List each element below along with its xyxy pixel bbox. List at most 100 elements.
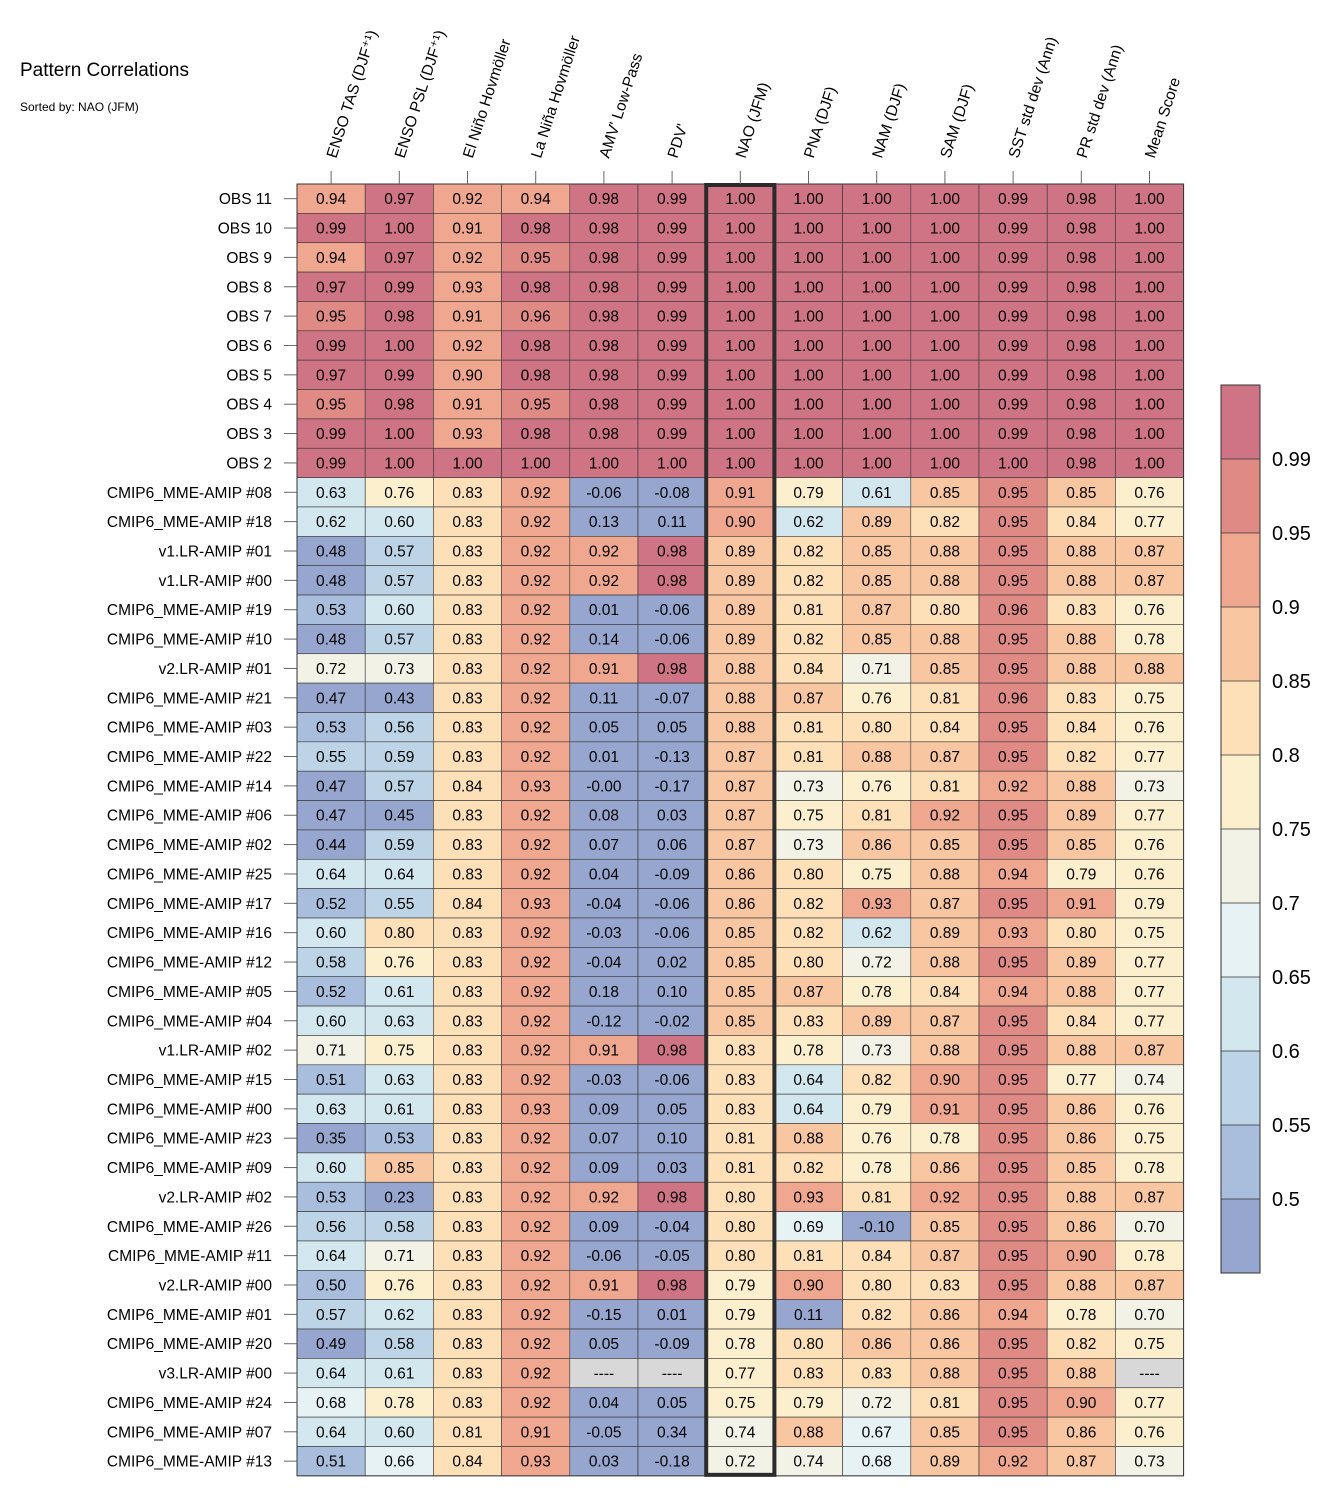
cell-value-label: 0.95	[998, 1366, 1028, 1383]
cell-value-label: 0.43	[384, 690, 414, 707]
cell-value-label: 0.45	[384, 808, 414, 825]
cell-value-label: 0.60	[384, 602, 415, 619]
heatmap-cell	[978, 330, 1048, 361]
heatmap-cell	[978, 829, 1048, 860]
cell-value-label: 0.92	[521, 1189, 551, 1206]
cell-value-label: 0.81	[725, 1160, 755, 1177]
heatmap-cell	[296, 1123, 366, 1154]
heatmap-cell	[433, 1152, 502, 1183]
cell-value-label: 0.56	[384, 720, 414, 737]
cell-value-label: 0.88	[725, 690, 755, 707]
cell-value-label: 0.83	[452, 808, 482, 825]
row-label: CMIP6_MME-AMIP #19	[107, 602, 272, 619]
cell-value-label: 0.92	[521, 661, 551, 678]
cell-value-label: 0.35	[316, 1131, 346, 1148]
cell-value-label: 0.94	[316, 250, 347, 267]
heatmap-cell	[774, 1328, 843, 1359]
heatmap-cell	[842, 389, 912, 420]
cell-value-label: 1.00	[1134, 221, 1165, 238]
heatmap-cell	[705, 1416, 775, 1447]
cell-value-label: 0.95	[998, 573, 1028, 590]
cell-value-label: 0.09	[589, 1219, 619, 1236]
heatmap-cell	[569, 1358, 639, 1389]
heatmap-cell	[501, 506, 571, 537]
cell-value-label: 0.83	[452, 866, 482, 883]
cell-value-label: 0.98	[1066, 397, 1096, 414]
cell-value-label: 0.98	[521, 426, 551, 443]
heatmap-cell	[1115, 741, 1184, 772]
heatmap-cell	[978, 447, 1048, 478]
heatmap-cell	[705, 506, 775, 537]
heatmap-cell	[501, 829, 571, 860]
cell-value-label: 0.78	[725, 1336, 755, 1353]
heatmap-cell	[433, 1387, 502, 1418]
heatmap-cell	[842, 770, 912, 801]
cell-value-label: 0.92	[521, 1336, 551, 1353]
cell-value-label: 0.98	[1066, 426, 1096, 443]
cell-value-label: 0.77	[1134, 749, 1164, 766]
cell-value-label: 0.57	[384, 544, 414, 561]
heatmap-cell	[433, 183, 502, 214]
cell-value-label: 0.61	[384, 984, 414, 1001]
heatmap-cell	[910, 594, 980, 625]
cell-value-label: 0.03	[657, 808, 687, 825]
cell-value-label: -0.06	[586, 1248, 621, 1265]
cell-value-label: 1.00	[862, 191, 893, 208]
heatmap-cell	[910, 565, 980, 596]
cell-value-label: 0.88	[1066, 1278, 1096, 1295]
cell-value-label: 0.81	[862, 808, 892, 825]
cell-value-label: 1.00	[1134, 367, 1165, 384]
cell-value-label: 1.00	[725, 309, 756, 326]
cell-value-label: 0.75	[725, 1395, 755, 1412]
cell-value-label: 0.92	[589, 544, 619, 561]
cell-value-label: 0.92	[589, 1189, 619, 1206]
cell-value-label: 0.92	[521, 514, 551, 531]
row-label: CMIP6_MME-AMIP #08	[107, 485, 272, 502]
cell-value-label: 0.92	[521, 485, 551, 502]
cell-value-label: 0.98	[1066, 279, 1096, 296]
heatmap-cell	[1046, 1181, 1116, 1212]
heatmap-cell	[1046, 1152, 1116, 1183]
heatmap-cell	[705, 213, 775, 244]
heatmap-cell	[637, 947, 707, 978]
cell-value-label: 0.92	[452, 250, 482, 267]
cell-value-label: 1.00	[862, 397, 893, 414]
cell-value-label: 0.83	[452, 573, 482, 590]
cell-value-label: 0.92	[521, 1072, 551, 1089]
row-label: CMIP6_MME-AMIP #17	[107, 896, 272, 913]
colorbar-segment	[1221, 681, 1260, 755]
cell-value-label: 0.60	[316, 1160, 347, 1177]
cell-value-label: 0.88	[930, 866, 960, 883]
cell-value-label: 0.98	[657, 544, 687, 561]
cell-value-label: -0.04	[654, 1219, 690, 1236]
heatmap-cell	[1115, 1123, 1184, 1154]
heatmap-cell	[978, 1181, 1048, 1212]
row-label: OBS 8	[226, 279, 272, 296]
cell-value-label: 0.48	[316, 632, 346, 649]
heatmap-cell	[774, 682, 843, 713]
cell-value-label: 0.81	[725, 1131, 755, 1148]
cell-value-label: 0.91	[452, 309, 482, 326]
colorbar-segment	[1221, 533, 1260, 607]
heatmap-cell	[501, 477, 571, 508]
row-label: CMIP6_MME-AMIP #00	[107, 1101, 272, 1118]
column-label: El Niño Hovmöller	[460, 37, 515, 160]
heatmap-cell	[842, 1064, 912, 1095]
heatmap-cell	[569, 389, 639, 420]
heatmap-cell	[637, 1064, 707, 1095]
heatmap-cell	[842, 624, 912, 655]
heatmap-cell	[1115, 888, 1184, 919]
cell-value-label: 0.77	[1134, 514, 1164, 531]
heatmap-cell	[1046, 682, 1116, 713]
cell-value-label: 0.78	[1134, 1248, 1164, 1265]
cell-value-label: 0.95	[998, 1013, 1028, 1030]
cell-value-label: -0.04	[586, 896, 622, 913]
cell-value-label: 0.86	[1066, 1101, 1096, 1118]
heatmap-cell	[705, 359, 775, 390]
heatmap-cell	[296, 1387, 366, 1418]
heatmap-cell	[978, 624, 1048, 655]
heatmap-cell	[774, 506, 843, 537]
colorbar-border	[1220, 384, 1261, 1274]
heatmap-cell	[569, 741, 639, 772]
cell-value-label: 0.01	[589, 602, 619, 619]
